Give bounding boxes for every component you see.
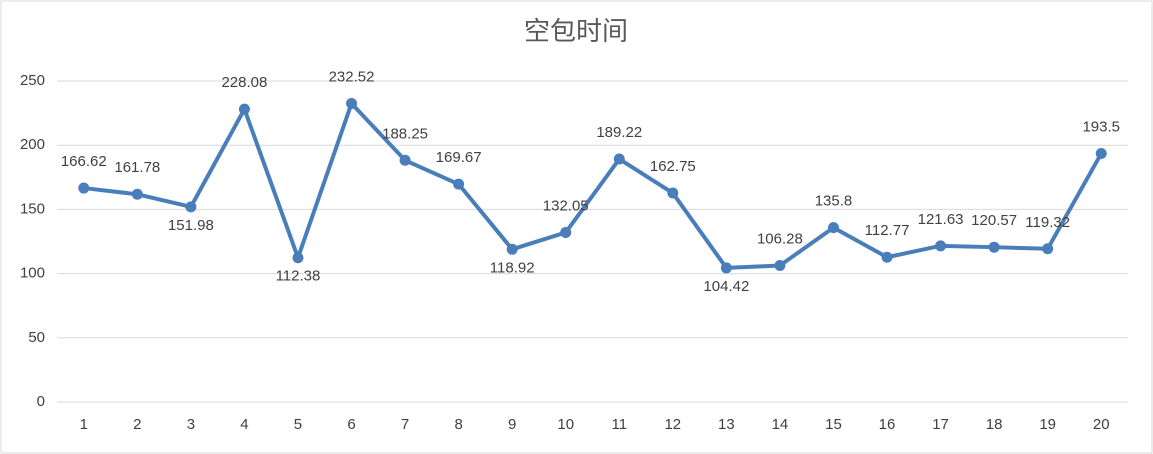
data-label: 151.98: [168, 217, 214, 234]
x-tick-label: 15: [825, 416, 842, 433]
data-label: 135.8: [815, 193, 853, 210]
x-tick-label: 9: [508, 416, 516, 433]
data-label: 232.52: [329, 68, 375, 85]
data-point: [131, 188, 143, 200]
data-point: [78, 182, 90, 194]
data-label: 166.62: [61, 153, 107, 170]
data-point: [988, 241, 1000, 253]
x-tick-label: 6: [347, 416, 355, 433]
data-point: [613, 153, 625, 165]
y-tick-label: 200: [20, 136, 45, 153]
data-point: [667, 187, 679, 199]
data-label: 132.05: [543, 197, 589, 214]
data-point: [720, 262, 732, 274]
data-point: [881, 251, 893, 263]
x-tick-label: 5: [294, 416, 302, 433]
data-point: [1042, 243, 1054, 255]
data-label: 193.5: [1082, 119, 1120, 136]
data-label: 112.77: [865, 222, 910, 239]
data-line: [83, 101, 1103, 270]
data-label: 121.63: [918, 211, 964, 228]
data-label: 161.78: [114, 159, 160, 176]
x-tick-label: 19: [1039, 416, 1056, 433]
data-label: 188.25: [382, 125, 428, 142]
data-point: [453, 178, 465, 190]
x-tick-label: 16: [879, 416, 896, 433]
data-point: [346, 97, 358, 109]
x-tick-label: 7: [401, 416, 409, 433]
data-label: 112.38: [276, 268, 321, 285]
x-tick-label: 3: [187, 416, 195, 433]
data-label: 228.08: [221, 74, 267, 91]
x-tick-label: 1: [80, 416, 88, 433]
data-label: 189.22: [596, 124, 642, 141]
x-tick-label: 18: [986, 416, 1003, 433]
data-point: [560, 226, 572, 238]
y-tick-label: 50: [28, 329, 45, 346]
data-label: 106.28: [757, 231, 803, 248]
data-label: 162.75: [650, 158, 696, 175]
data-point: [935, 240, 947, 252]
y-tick-label: 0: [37, 393, 45, 410]
data-point: [185, 201, 197, 213]
x-tick-label: 2: [133, 416, 141, 433]
x-tick-label: 17: [932, 416, 949, 433]
x-tick-label: 14: [772, 416, 789, 433]
chart-title: 空包时间: [524, 16, 628, 46]
y-tick-label: 250: [20, 72, 45, 89]
x-tick-label: 11: [611, 416, 627, 433]
x-tick-label: 20: [1093, 416, 1110, 433]
y-tick-label: 150: [20, 200, 45, 217]
x-tick-label: 12: [664, 416, 681, 433]
data-point: [238, 103, 250, 115]
data-point: [827, 222, 839, 234]
data-label: 118.92: [490, 259, 535, 276]
data-point: [399, 154, 411, 166]
y-tick-label: 100: [20, 265, 45, 282]
data-point: [292, 252, 304, 264]
data-label: 104.42: [703, 278, 749, 295]
x-tick-label: 13: [718, 416, 735, 433]
x-tick-label: 4: [240, 416, 248, 433]
data-point: [1095, 148, 1107, 160]
data-point: [506, 243, 518, 255]
data-label: 119.32: [1025, 214, 1070, 231]
data-label: 120.57: [971, 212, 1017, 229]
data-point: [774, 260, 786, 272]
data-label: 169.67: [436, 149, 482, 166]
x-tick-label: 10: [557, 416, 574, 433]
x-tick-label: 8: [454, 416, 462, 433]
